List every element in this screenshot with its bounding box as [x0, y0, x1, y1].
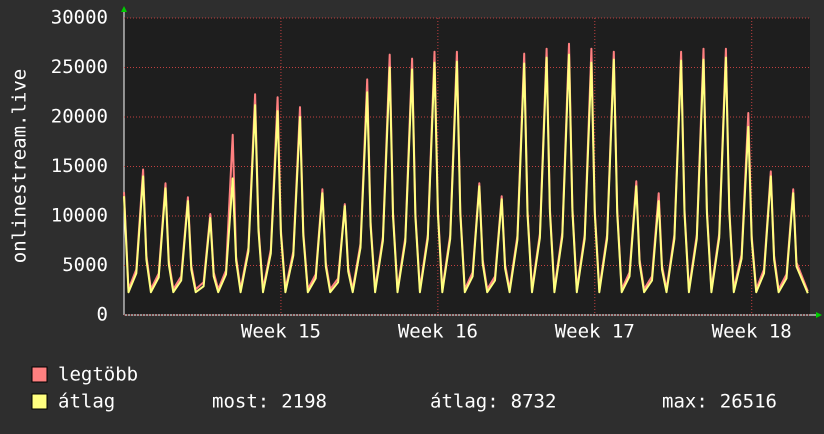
lines	[123, 42, 809, 294]
x-tick-label: Week 15	[241, 321, 321, 343]
y-tick-label: 25000	[51, 56, 108, 78]
y-tick-label: 15000	[51, 155, 108, 177]
legend-label: legtöbb	[58, 364, 138, 386]
legend: legtöbb átlag most: 2198 átlag: 8732 max: 26516	[31, 364, 777, 413]
x-arrow	[816, 312, 822, 318]
series-line	[123, 53, 809, 294]
y-tick-label: 5000	[62, 254, 108, 276]
x-tick-label: Week 18	[712, 321, 792, 343]
grid	[124, 17, 810, 316]
y-tick-label: 30000	[51, 7, 108, 29]
stat-label: átlag:	[430, 391, 499, 413]
legend-swatch	[31, 393, 48, 410]
stat-value: 2198	[281, 391, 327, 413]
stat-value: 26516	[720, 391, 777, 413]
legend-label: átlag	[58, 391, 115, 413]
legend-swatch	[31, 366, 48, 383]
y-arrow	[121, 6, 127, 12]
stat-label: most:	[212, 391, 269, 413]
x-tick-label: Week 17	[555, 321, 635, 343]
stat-label: max:	[662, 391, 708, 413]
x-tick-label: Week 16	[398, 321, 478, 343]
stat-value: 8732	[511, 391, 557, 413]
y-axis-label: onlinestream.live	[9, 69, 31, 263]
y-tick-label: 20000	[51, 106, 108, 128]
y-tick-label: 0	[97, 304, 108, 326]
y-tick-label: 10000	[51, 205, 108, 227]
